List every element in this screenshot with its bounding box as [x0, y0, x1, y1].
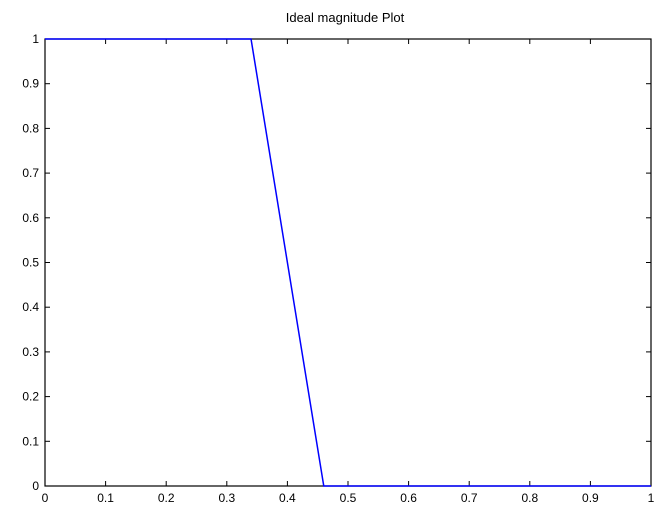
- axis-ticks: 0 0.1 0.2 0.3 0.4 0.5 0.6 0.7 0.8 0.9 1 0 0.1 0.2 0.3 0…: [22, 32, 654, 505]
- series-layer: [45, 38, 651, 487]
- x-tick-label: 0.3: [218, 491, 235, 505]
- y-tick-label: 0.8: [22, 121, 39, 135]
- x-tick-label: 0: [42, 491, 49, 505]
- x-tick-label: 0.4: [279, 491, 296, 505]
- y-tick-label: 0.6: [22, 211, 39, 225]
- y-tick-label: 0.1: [22, 434, 39, 448]
- y-tick-label: 0.9: [22, 77, 39, 91]
- x-tick-label: 0.5: [340, 491, 357, 505]
- y-tick-label: 0.5: [22, 256, 39, 270]
- y-tick-label: 0.2: [22, 390, 39, 404]
- x-tick-label: 0.1: [97, 491, 114, 505]
- x-tick-label: 0.2: [158, 491, 175, 505]
- y-tick-label: 1: [32, 32, 39, 46]
- x-tick-label: 0.7: [461, 491, 478, 505]
- y-tick-label: 0.7: [22, 166, 39, 180]
- x-tick-label: 1: [648, 491, 655, 505]
- y-tick-label: 0.4: [22, 300, 39, 314]
- x-tick-label: 0.8: [521, 491, 538, 505]
- magnitude-series-line: [45, 38, 651, 487]
- plot-area: [44, 38, 652, 487]
- chart-title: Ideal magnitude Plot: [286, 10, 405, 25]
- y-tick-label: 0: [32, 479, 39, 493]
- x-tick-label: 0.6: [400, 491, 417, 505]
- y-tick-label: 0.3: [22, 345, 39, 359]
- x-tick-label: 0.9: [582, 491, 599, 505]
